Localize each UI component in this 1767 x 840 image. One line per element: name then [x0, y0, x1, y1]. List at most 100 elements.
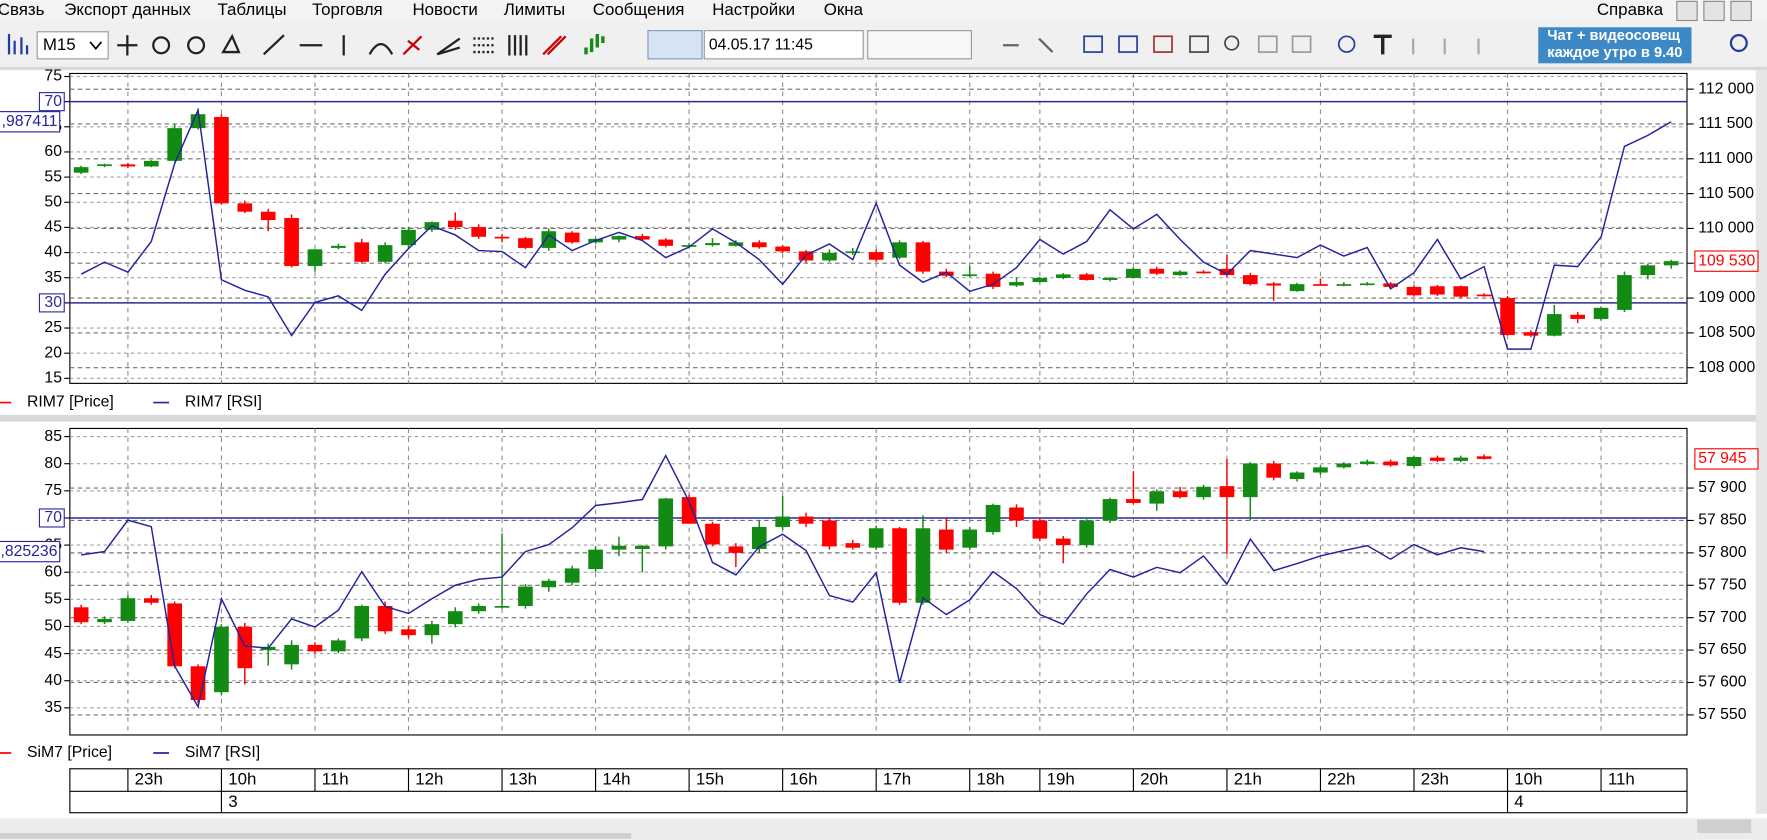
y2-tick-label: 57 850	[1698, 512, 1746, 529]
last-price-box	[1694, 448, 1759, 470]
candle-body	[1336, 284, 1352, 286]
window-icon[interactable]	[1083, 35, 1103, 53]
y-tick-label: 75	[44, 68, 62, 85]
angle-icon[interactable]	[436, 37, 461, 56]
move-icon[interactable]	[117, 35, 138, 56]
menu-item[interactable]: Сообщения	[593, 0, 685, 19]
candle-body	[705, 523, 720, 545]
menu-item[interactable]: Связь	[0, 0, 45, 19]
menu-item[interactable]: Таблицы	[217, 0, 286, 19]
legend-label: RIM7 [RSI]	[185, 394, 262, 411]
scroll-button[interactable]	[1697, 819, 1752, 834]
menu-item[interactable]: Новости	[412, 0, 477, 19]
candle-body	[564, 232, 580, 243]
window-icon[interactable]	[1291, 35, 1312, 53]
fib-icon[interactable]	[473, 37, 496, 54]
candle-body	[354, 242, 370, 262]
datetime-field[interactable]	[703, 30, 864, 60]
channel-icon[interactable]	[542, 35, 567, 56]
search-button[interactable]	[1729, 34, 1748, 53]
info-icon[interactable]	[1337, 35, 1356, 53]
legend-label: RIM7 [Price]	[27, 394, 114, 411]
window-icon[interactable]	[1189, 35, 1209, 53]
window-icon[interactable]	[1153, 35, 1173, 53]
close-button[interactable]	[1730, 0, 1752, 22]
candle-body	[962, 529, 978, 548]
tool-icon[interactable]	[1002, 37, 1054, 53]
fan-icon[interactable]	[402, 35, 423, 56]
candle-body	[167, 128, 182, 161]
menu-item[interactable]: Экспорт данных	[64, 0, 191, 19]
candle-body	[1617, 275, 1632, 310]
candle-body	[541, 231, 557, 248]
y2-tick-label: 57 650	[1698, 641, 1746, 658]
candle-body	[751, 242, 767, 248]
candle-body	[1242, 275, 1258, 285]
candle-body	[1196, 486, 1211, 498]
crosshair-button[interactable]	[647, 30, 703, 60]
banner-line: каждое утро в 9.40	[1547, 45, 1682, 61]
candle-body	[1546, 314, 1562, 336]
candle-body	[377, 245, 393, 262]
candle-body	[728, 242, 744, 246]
line-icon[interactable]	[262, 34, 285, 56]
hand-icons[interactable]	[1412, 38, 1480, 55]
cycle-icon[interactable]	[508, 35, 528, 56]
interval-select[interactable]	[36, 31, 109, 60]
chart-type-icon[interactable]	[7, 34, 29, 55]
level-label-box	[38, 508, 65, 528]
y-tick-label: 35	[44, 699, 62, 716]
text-icon[interactable]	[1373, 34, 1392, 55]
banner[interactable]	[1538, 27, 1692, 64]
level-label: 30	[44, 294, 62, 311]
y-tick-label: 50	[44, 618, 62, 635]
candle-body	[518, 586, 533, 607]
candle-body	[1266, 463, 1282, 478]
candle-body	[775, 246, 790, 252]
zoom-in-icon[interactable]	[152, 36, 171, 55]
scroll-thumb[interactable]	[0, 833, 632, 839]
candle-body	[1640, 265, 1656, 276]
hour-label: 23h	[135, 770, 163, 789]
candle-body	[1172, 271, 1188, 276]
menu-item[interactable]: Настройки	[712, 0, 795, 19]
level-label: 70	[44, 509, 62, 526]
menu-item[interactable]: Торговля	[312, 0, 383, 19]
rsi-value-label: ,825236	[0, 543, 57, 560]
level-label-box	[38, 293, 65, 313]
candle-body	[1032, 277, 1048, 283]
menu-item[interactable]: Лимиты	[504, 0, 565, 19]
indicator-icon[interactable]	[584, 34, 605, 55]
candle-body	[1383, 461, 1398, 466]
minimize-button[interactable]	[1676, 0, 1698, 22]
toolbar-border	[0, 66, 1767, 71]
search-icon[interactable]	[1224, 35, 1240, 51]
menu-item[interactable]: Окна	[824, 0, 864, 19]
candle-body	[915, 528, 931, 603]
candle-body	[822, 520, 837, 547]
level-label: 70	[44, 93, 62, 110]
candle-body	[985, 504, 1001, 533]
menu-help[interactable]: Справка	[1597, 0, 1664, 19]
hand-icon[interactable]	[221, 33, 241, 54]
menu-bar	[0, 0, 1767, 22]
y2-tick-label: 108 000	[1698, 359, 1755, 376]
candle-body	[1126, 499, 1141, 503]
empty-field[interactable]	[867, 30, 972, 60]
window-icon[interactable]	[1118, 35, 1138, 53]
hour-label: 15h	[696, 770, 724, 789]
arc-icon[interactable]	[368, 43, 394, 55]
y-tick-label: 60	[44, 143, 62, 160]
window-icon[interactable]	[1257, 35, 1278, 53]
legend-label: SiM7 [RSI]	[185, 744, 260, 761]
restore-button[interactable]	[1703, 0, 1725, 22]
candle-body	[1453, 286, 1469, 297]
y2-tick-label: 57 800	[1698, 544, 1746, 561]
candle-body	[892, 528, 907, 603]
zoom-out-icon[interactable]	[187, 36, 206, 55]
candle-body	[868, 528, 884, 548]
y2-tick-label: 110 000	[1698, 220, 1754, 237]
candle-body	[73, 607, 89, 623]
candle-body	[214, 116, 229, 204]
candle-body	[985, 273, 1001, 287]
